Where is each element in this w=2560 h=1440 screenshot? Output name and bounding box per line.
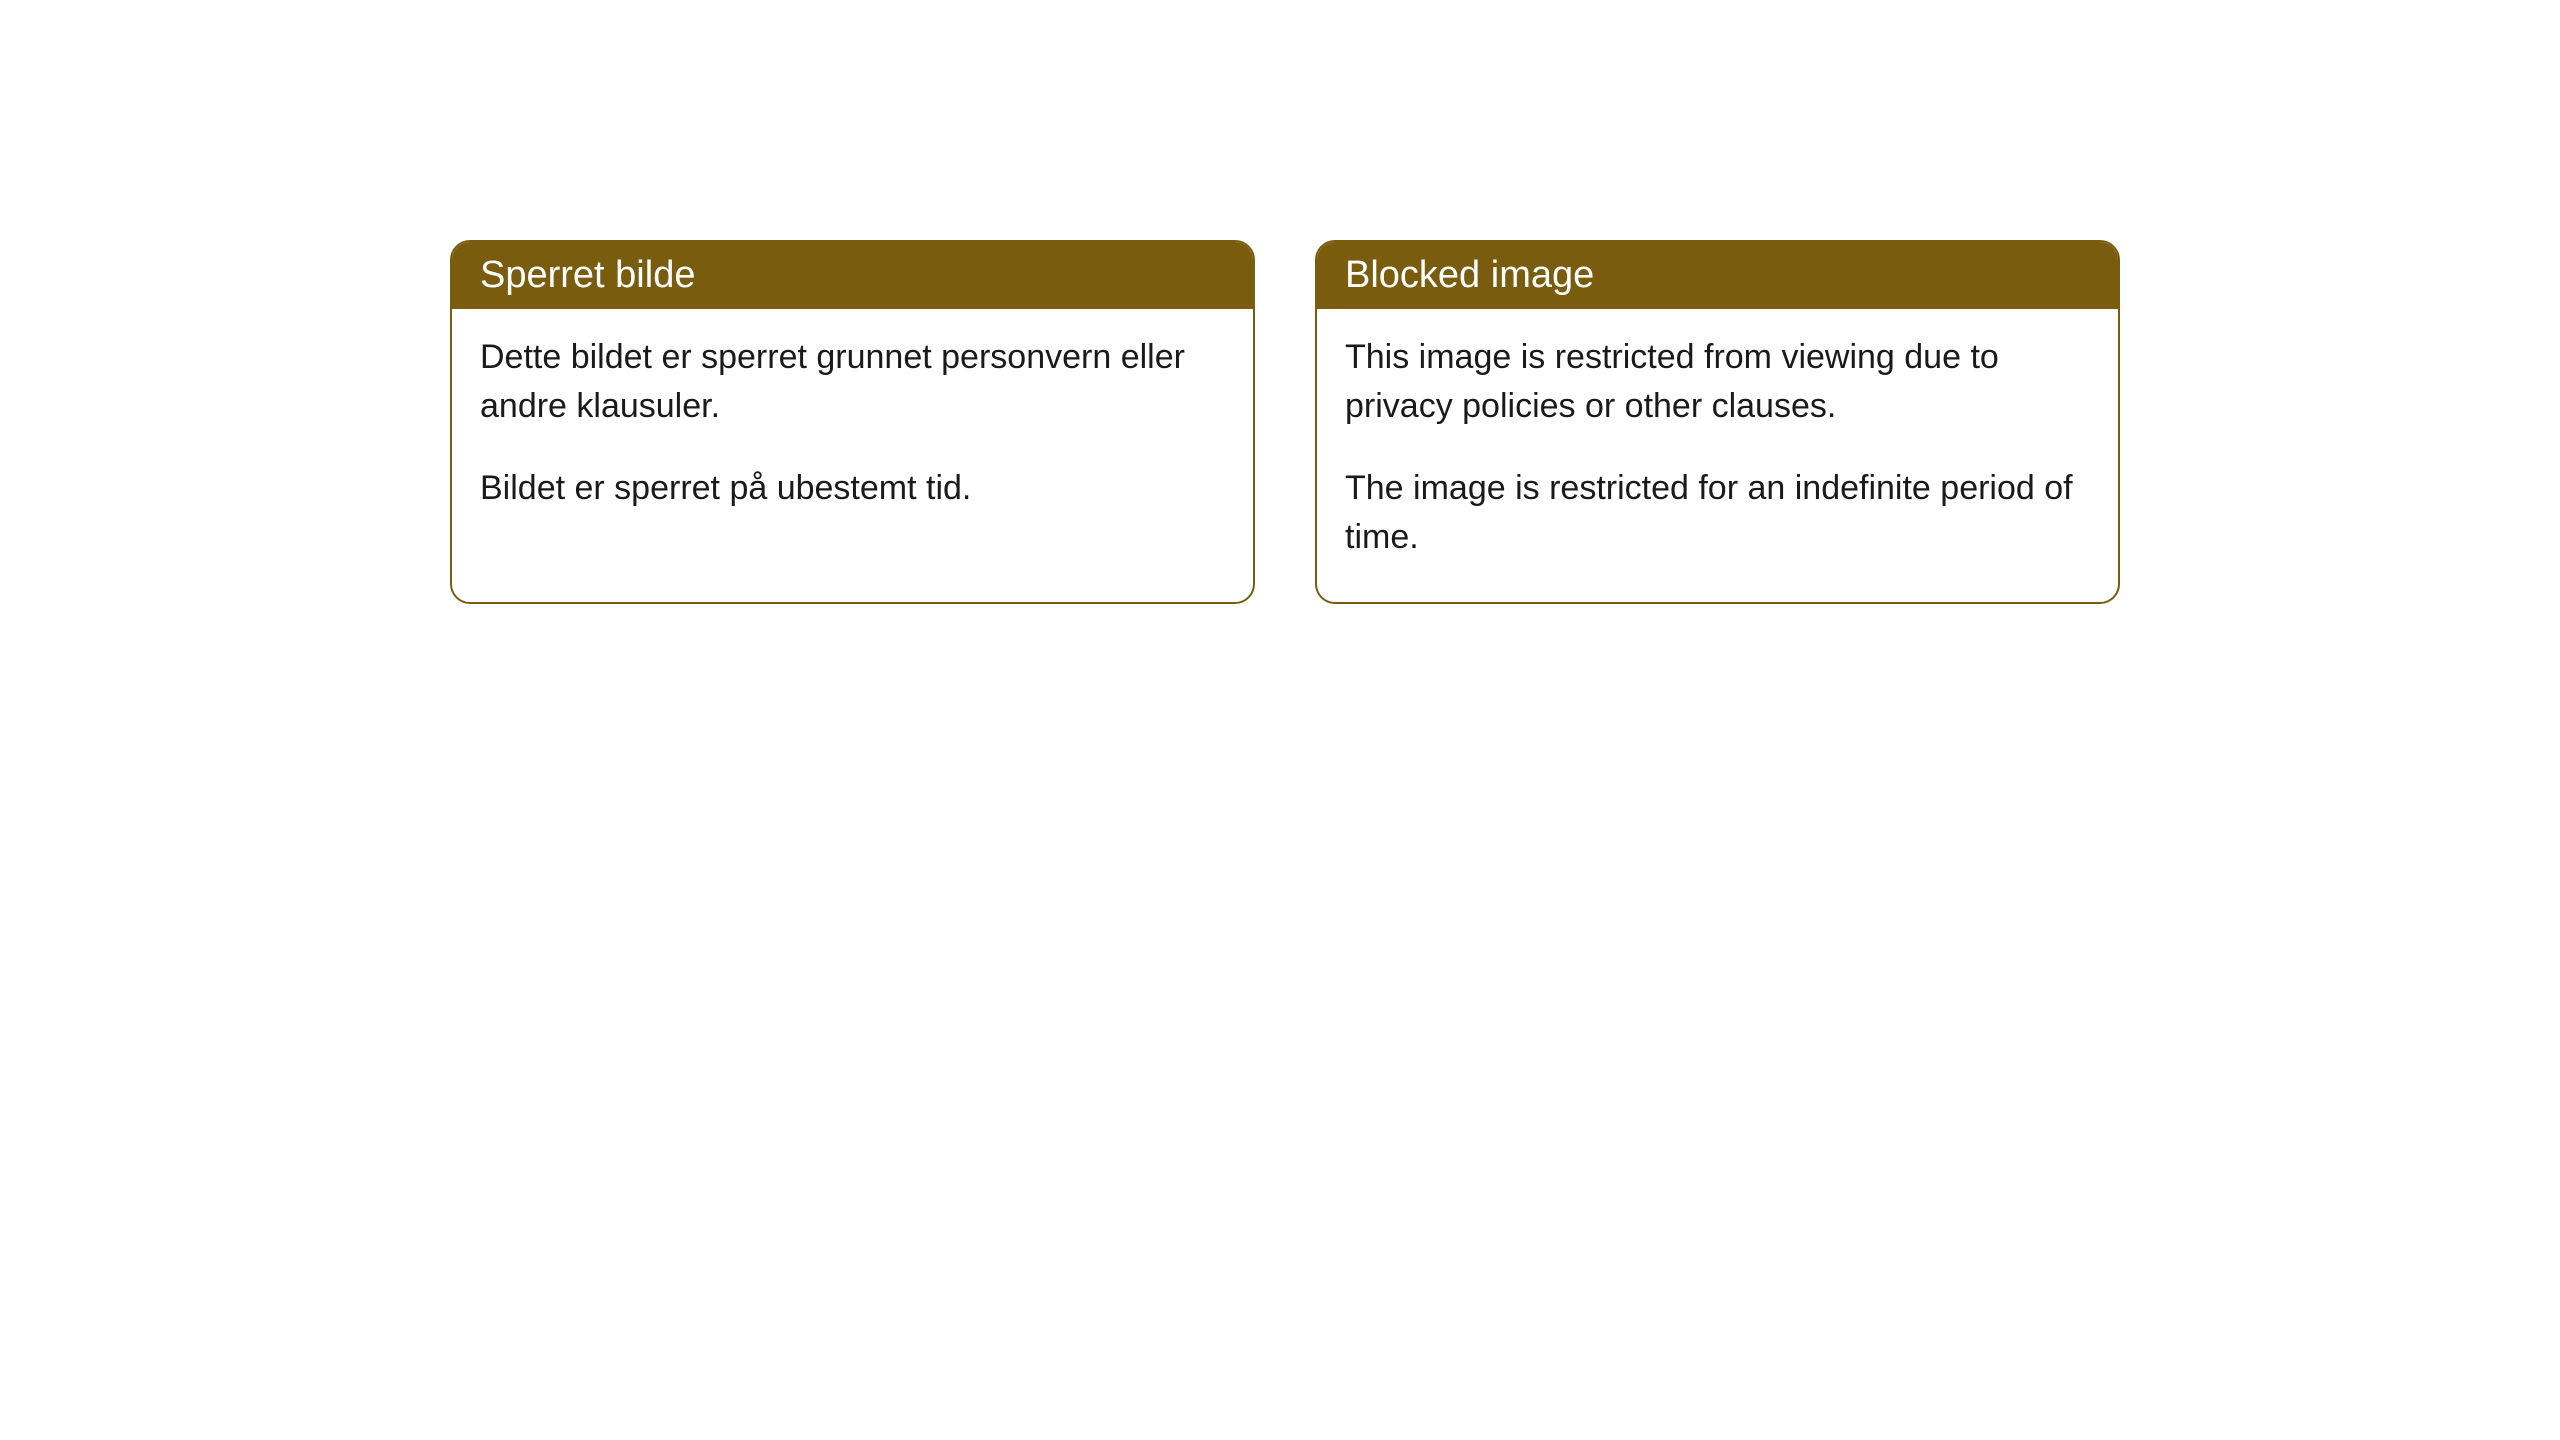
card-header-no: Sperret bilde bbox=[452, 242, 1253, 309]
card-title-en: Blocked image bbox=[1345, 254, 1594, 296]
card-body-no: Dette bildet er sperret grunnet personve… bbox=[452, 309, 1253, 553]
card-header-en: Blocked image bbox=[1317, 242, 2118, 309]
blocked-image-card-no: Sperret bilde Dette bildet er sperret gr… bbox=[450, 240, 1255, 604]
card-title-no: Sperret bilde bbox=[480, 254, 695, 296]
card-text-en-1: This image is restricted from viewing du… bbox=[1345, 333, 2090, 432]
card-text-no-1: Dette bildet er sperret grunnet personve… bbox=[480, 333, 1225, 432]
cards-container: Sperret bilde Dette bildet er sperret gr… bbox=[450, 240, 2120, 604]
card-text-no-2: Bildet er sperret på ubestemt tid. bbox=[480, 464, 1225, 513]
blocked-image-card-en: Blocked image This image is restricted f… bbox=[1315, 240, 2120, 604]
card-text-en-2: The image is restricted for an indefinit… bbox=[1345, 464, 2090, 563]
card-body-en: This image is restricted from viewing du… bbox=[1317, 309, 2118, 602]
